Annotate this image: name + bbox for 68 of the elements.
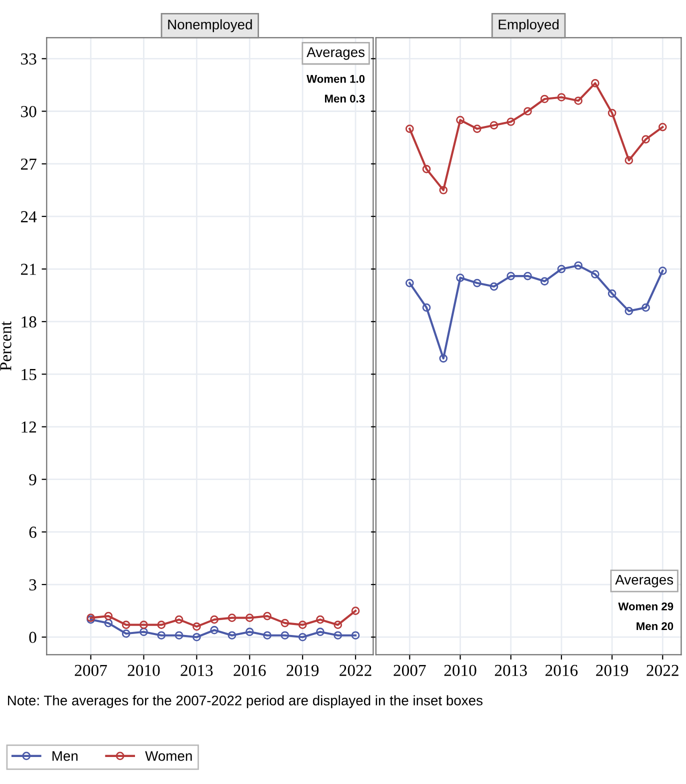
x-tick-label: 2022 (340, 664, 372, 676)
legend-label: Men (52, 751, 78, 761)
x-tick-label: 2016 (546, 664, 578, 676)
point (642, 135, 650, 144)
point (574, 96, 582, 105)
point (439, 186, 448, 194)
point (557, 93, 566, 102)
x-tick-label: 2022 (646, 664, 678, 676)
point (540, 277, 549, 286)
point (658, 266, 667, 275)
point (506, 272, 516, 280)
point (422, 303, 431, 312)
chart-title: Nonemployed (168, 19, 252, 32)
point (591, 79, 600, 88)
point (658, 122, 667, 132)
x-tick-label: 2007 (74, 664, 107, 676)
y-axis-title: Percent (0, 321, 12, 371)
annotation: Men 0.3 (325, 94, 365, 103)
x-tick-label: 2010 (128, 664, 160, 676)
y-tick-label: 33 (21, 53, 36, 65)
point (624, 156, 634, 164)
point (524, 107, 532, 116)
point (439, 354, 448, 363)
point (490, 121, 498, 130)
y-tick-label: 24 (20, 211, 37, 222)
point (490, 282, 498, 291)
legend-label: Women (145, 751, 192, 761)
point (642, 303, 650, 312)
point (574, 261, 582, 270)
point (540, 94, 549, 104)
x-tick-label: 2016 (234, 664, 266, 676)
annotation: Averages (615, 574, 674, 588)
point (608, 108, 616, 118)
y-tick-label: 0 (29, 632, 36, 644)
point (624, 306, 634, 316)
annotation: Women 29 (618, 602, 674, 610)
point (608, 289, 616, 298)
point (472, 124, 482, 133)
point (456, 274, 464, 282)
point (472, 278, 482, 288)
point (456, 116, 464, 124)
point (422, 164, 431, 174)
x-tick-label: 2013 (180, 664, 213, 676)
chart-title: Employed (498, 19, 559, 32)
point (506, 118, 516, 126)
annotation: Women 1.0 (306, 74, 365, 83)
y-tick-label: 21 (20, 264, 36, 275)
x-tick-label: 2019 (286, 664, 319, 676)
text: Note: The averages for the 2007-2022 period are displayed in the inset boxes (8, 695, 482, 708)
y-tick-label: 27 (20, 158, 36, 170)
x-tick-label: 2013 (494, 664, 527, 676)
x-tick-label: 2019 (596, 664, 628, 676)
y-tick-label: 3 (29, 579, 36, 590)
x-tick-label: 2010 (444, 664, 476, 676)
point (591, 270, 600, 278)
y-tick-label: 6 (29, 526, 36, 538)
point (405, 124, 414, 133)
y-tick-label: 15 (22, 368, 36, 380)
point (524, 272, 532, 280)
y-tick-label: 18 (22, 316, 36, 328)
point (557, 264, 566, 274)
point (405, 278, 414, 288)
y-tick-label: 12 (22, 422, 36, 433)
y-tick-label: 9 (29, 474, 36, 486)
x-tick-label: 2007 (394, 664, 426, 676)
annotation: Averages (306, 47, 365, 60)
y-tick-label: 30 (21, 106, 36, 118)
annotation: Men 20 (636, 622, 674, 630)
